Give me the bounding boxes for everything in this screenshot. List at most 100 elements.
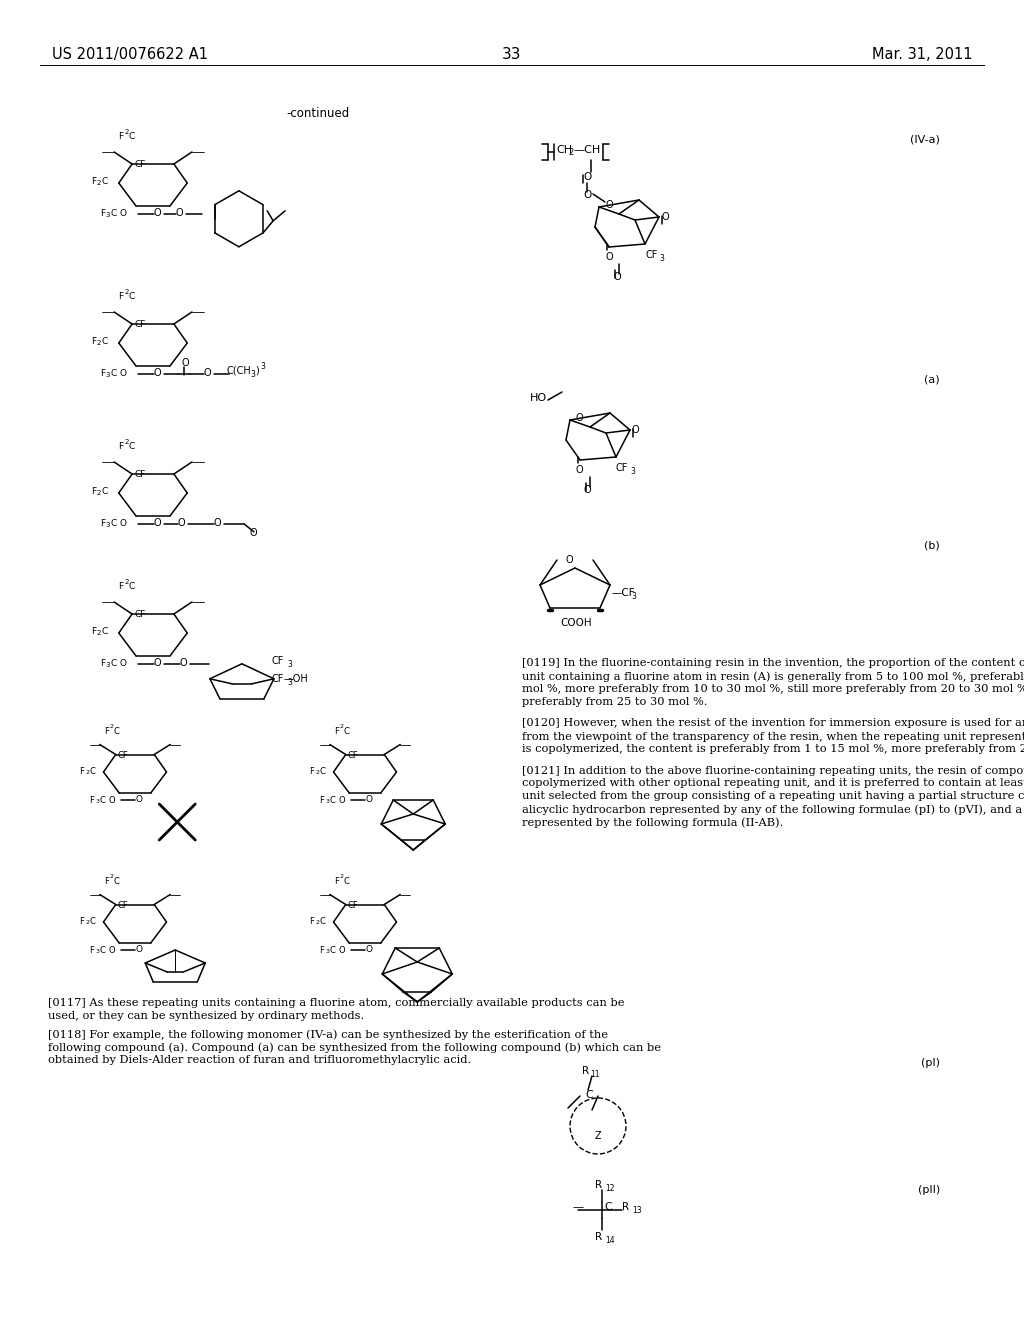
Text: C: C	[111, 659, 117, 668]
Text: O: O	[176, 207, 183, 218]
Text: C: C	[111, 368, 117, 378]
Text: F: F	[103, 876, 109, 886]
Text: C: C	[101, 627, 109, 636]
Text: Z: Z	[595, 1131, 601, 1140]
Text: 2: 2	[85, 770, 89, 775]
Text: F: F	[89, 946, 94, 954]
Text: O: O	[182, 358, 189, 368]
Text: CF: CF	[134, 610, 145, 619]
Text: O: O	[613, 272, 621, 282]
Text: 3: 3	[105, 661, 111, 668]
Text: represented by the following formula (II-AB).: represented by the following formula (II…	[522, 817, 783, 828]
Text: [0121] In addition to the above fluorine-containing repeating units, the resin o: [0121] In addition to the above fluorine…	[522, 766, 1024, 776]
Text: F: F	[100, 519, 105, 528]
Text: 2: 2	[110, 874, 114, 879]
Text: O: O	[575, 413, 584, 422]
Text: C: C	[128, 442, 134, 451]
Text: C: C	[585, 1090, 593, 1100]
Text: 3: 3	[288, 660, 293, 669]
Text: alicyclic hydrocarbon represented by any of the following formulae (pI) to (pVI): alicyclic hydrocarbon represented by any…	[522, 804, 1024, 814]
Text: O: O	[575, 465, 584, 475]
Text: R: R	[595, 1232, 602, 1242]
Text: O: O	[565, 554, 572, 565]
Text: COOH: COOH	[560, 618, 592, 628]
Text: O: O	[154, 207, 162, 218]
Text: Mar. 31, 2011: Mar. 31, 2011	[871, 48, 972, 62]
Text: O: O	[338, 796, 345, 805]
Text: F: F	[319, 946, 325, 954]
Text: 3: 3	[326, 799, 330, 804]
Text: R: R	[582, 1067, 589, 1076]
Text: O: O	[605, 201, 612, 210]
Text: O: O	[109, 796, 115, 805]
Text: 2: 2	[97, 180, 101, 186]
Text: 2: 2	[110, 723, 114, 729]
Text: CF: CF	[118, 900, 128, 909]
Text: O: O	[120, 519, 127, 528]
Text: O: O	[120, 209, 127, 218]
Text: O: O	[584, 484, 592, 495]
Text: C: C	[111, 209, 117, 218]
Text: [0120] However, when the resist of the invention for immersion exposure is used : [0120] However, when the resist of the i…	[522, 718, 1024, 729]
Text: O: O	[338, 946, 345, 954]
Text: F: F	[91, 487, 96, 496]
Text: C: C	[111, 519, 117, 528]
Text: F: F	[103, 726, 109, 735]
Text: unit selected from the group consisting of a repeating unit having a partial str: unit selected from the group consisting …	[522, 791, 1024, 801]
Text: O: O	[180, 657, 187, 668]
Text: F: F	[118, 132, 123, 141]
Text: O: O	[135, 945, 142, 954]
Text: C: C	[114, 726, 120, 735]
Text: F: F	[91, 177, 96, 186]
Text: [0118] For example, the following monomer (IV-a) can be synthesized by the ester: [0118] For example, the following monome…	[48, 1030, 608, 1040]
Text: O: O	[120, 659, 127, 668]
Text: O: O	[605, 252, 612, 261]
Text: CH: CH	[556, 145, 572, 154]
Text: 3: 3	[631, 591, 636, 601]
Text: 2: 2	[340, 723, 344, 729]
Text: C: C	[604, 1203, 611, 1212]
Text: (IV-a): (IV-a)	[910, 135, 940, 145]
Text: mol %, more preferably from 10 to 30 mol %, still more preferably from 20 to 30 : mol %, more preferably from 10 to 30 mol…	[522, 684, 1024, 694]
Text: R: R	[595, 1180, 602, 1191]
Text: C: C	[99, 946, 105, 954]
Text: CF: CF	[134, 319, 145, 329]
Text: —CH: —CH	[573, 145, 600, 154]
Text: [0119] In the fluorine-containing resin in the invention, the proportion of the : [0119] In the fluorine-containing resin …	[522, 657, 1024, 668]
Text: O: O	[154, 517, 162, 528]
Text: 2: 2	[97, 630, 101, 636]
Text: C: C	[128, 132, 134, 141]
Text: 3: 3	[659, 253, 664, 263]
Text: 12: 12	[605, 1184, 614, 1193]
Text: CF: CF	[134, 470, 145, 479]
Text: 3: 3	[251, 370, 256, 379]
Text: 3: 3	[105, 211, 111, 218]
Text: used, or they can be synthesized by ordinary methods.: used, or they can be synthesized by ordi…	[48, 1011, 365, 1020]
Text: F: F	[309, 917, 314, 927]
Text: C: C	[330, 946, 335, 954]
Text: O: O	[250, 528, 257, 537]
Text: 3: 3	[95, 949, 99, 954]
Text: CF: CF	[348, 751, 358, 759]
Text: F: F	[309, 767, 314, 776]
Text: F: F	[80, 767, 84, 776]
Text: HO: HO	[530, 393, 547, 403]
Text: O: O	[109, 946, 115, 954]
Text: 2: 2	[124, 129, 128, 135]
Text: 2: 2	[97, 490, 101, 496]
Text: F: F	[89, 796, 94, 805]
Text: copolymerized with other optional repeating unit, and it is preferred to contain: copolymerized with other optional repeat…	[522, 777, 1024, 788]
Text: 3: 3	[288, 677, 293, 686]
Text: 2: 2	[124, 289, 128, 294]
Text: C: C	[89, 917, 95, 927]
Text: 2: 2	[315, 770, 319, 775]
Text: O: O	[366, 795, 373, 804]
Text: —OH: —OH	[284, 673, 308, 684]
Text: C: C	[128, 292, 134, 301]
Text: C: C	[114, 876, 120, 886]
Text: (pII): (pII)	[918, 1185, 940, 1195]
Text: F: F	[91, 337, 96, 346]
Text: F: F	[118, 582, 123, 591]
Text: O: O	[178, 517, 185, 528]
Text: O: O	[583, 190, 591, 201]
